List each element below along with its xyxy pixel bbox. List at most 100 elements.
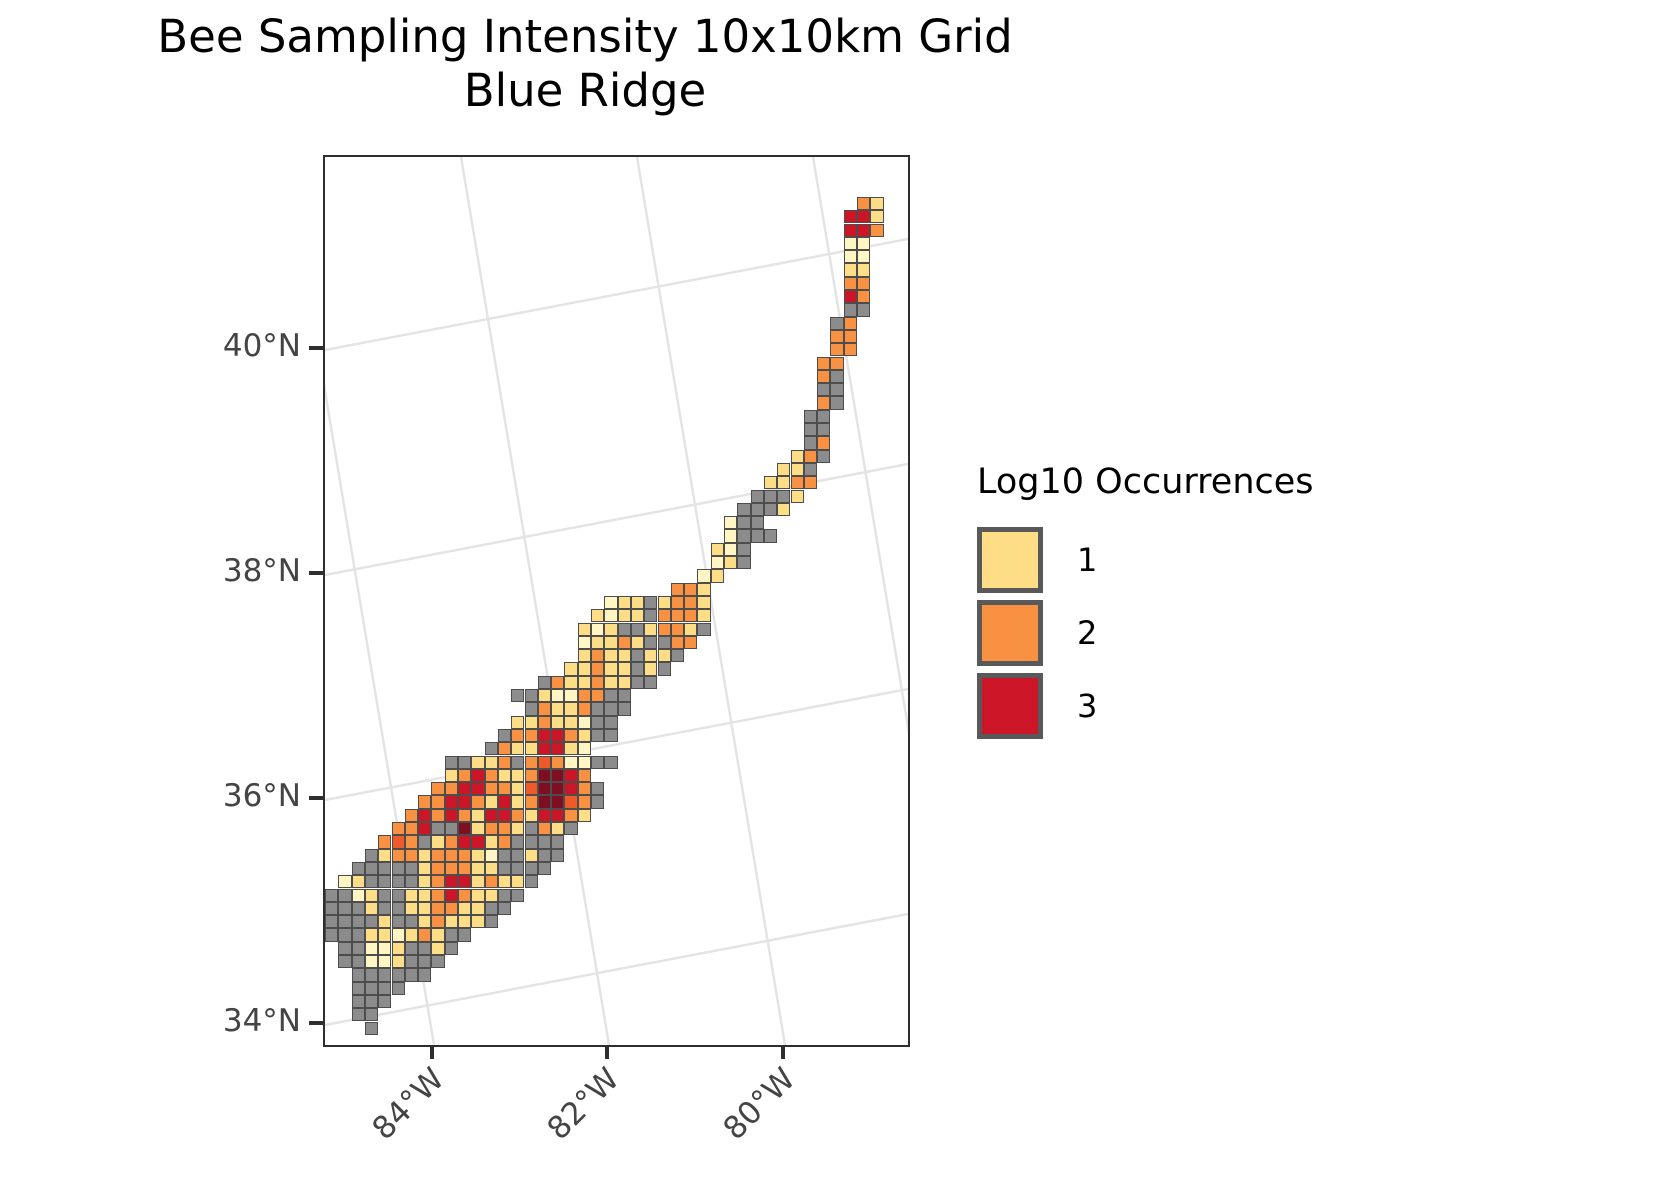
grid-cell [338,941,352,955]
grid-cell [817,383,831,397]
grid-cell [724,542,738,556]
grid-cell [391,928,405,942]
grid-cell [471,782,485,796]
grid-cell [444,941,458,955]
grid-cell [458,795,472,809]
grid-cell [817,449,831,463]
grid-cell [737,516,751,530]
grid-cell [338,915,352,929]
grid-cell [750,529,764,543]
grid-cell [537,728,552,743]
grid-cell [591,689,605,703]
grid-cell [497,848,512,862]
grid-cell [524,689,538,703]
grid-cell [644,595,658,610]
grid-cell [484,915,498,929]
grid-cell [750,516,764,530]
grid-cell [418,875,432,889]
grid-cell [444,901,458,916]
grid-cell [471,915,485,929]
grid-cell [444,795,458,809]
graticule-meridian-line [635,157,787,1045]
grid-cell [444,808,458,822]
grid-cell [351,994,365,1009]
grid-cell [551,822,565,836]
grid-cell [524,808,538,822]
grid-cell [484,901,498,916]
grid-cell [830,383,844,397]
grid-cell [843,263,857,277]
grid-cell [591,728,605,743]
grid-cell [657,662,671,676]
grid-cell [431,808,445,822]
grid-cell [458,768,472,783]
y-axis-label: 34°N [222,1003,301,1039]
grid-cell [325,915,339,929]
grid-cell [577,702,591,716]
grid-cell [364,941,379,955]
grid-cell [551,689,565,703]
grid-cell [404,968,419,982]
grid-cell [857,276,871,290]
grid-cell [458,861,472,876]
grid-cell [843,276,857,290]
graticule-latitude-line [325,687,908,802]
grid-cell [458,755,472,769]
grid-cell [803,409,818,423]
grid-cell [497,808,512,822]
graticule-meridian-line [459,157,611,1045]
grid-cell [418,888,432,902]
grid-cell [418,795,432,809]
grid-cell [817,356,831,370]
grid-cell [431,822,445,836]
grid-cell [604,675,618,689]
grid-cell [870,210,884,224]
grid-cell [471,795,485,809]
grid-cell [564,808,578,822]
grid-cell [364,1021,379,1035]
graticule-meridian-line [811,157,908,735]
grid-cell [444,755,458,769]
grid-cell [630,595,645,610]
grid-cell [511,888,525,902]
grid-cell [325,928,339,942]
grid-cell [577,755,591,769]
grid-cell [418,941,432,955]
grid-cell [431,941,445,955]
grid-cell [364,981,379,995]
grid-cell [857,290,871,304]
grid-cell [657,595,671,610]
grid-cell [670,582,685,596]
legend-swatch [977,600,1043,666]
grid-cell [458,888,472,902]
grid-cell [364,861,379,876]
grid-cell [524,715,538,729]
grid-cell [444,915,458,929]
grid-cell [378,875,392,889]
grid-cell [404,888,419,902]
grid-cell [657,635,671,650]
grid-cell [817,409,831,423]
grid-cell [511,835,525,849]
grid-cell [431,835,445,849]
grid-cell [604,715,618,729]
grid-cell [591,622,605,636]
grid-cell [857,196,871,211]
grid-cell [471,755,485,769]
grid-cell [790,449,804,463]
grid-cell [404,808,419,822]
grid-cell [391,941,405,955]
grid-cell [551,835,565,849]
grid-cell [604,635,618,650]
grid-cell [604,595,618,610]
grid-cell [577,649,591,663]
x-axis-tick [781,1045,785,1059]
grid-cell [497,728,512,743]
grid-cell [458,782,472,796]
grid-cell [431,795,445,809]
grid-cell [551,755,565,769]
grid-cell [843,329,857,344]
grid-cell [471,768,485,783]
grid-cell [511,689,525,703]
